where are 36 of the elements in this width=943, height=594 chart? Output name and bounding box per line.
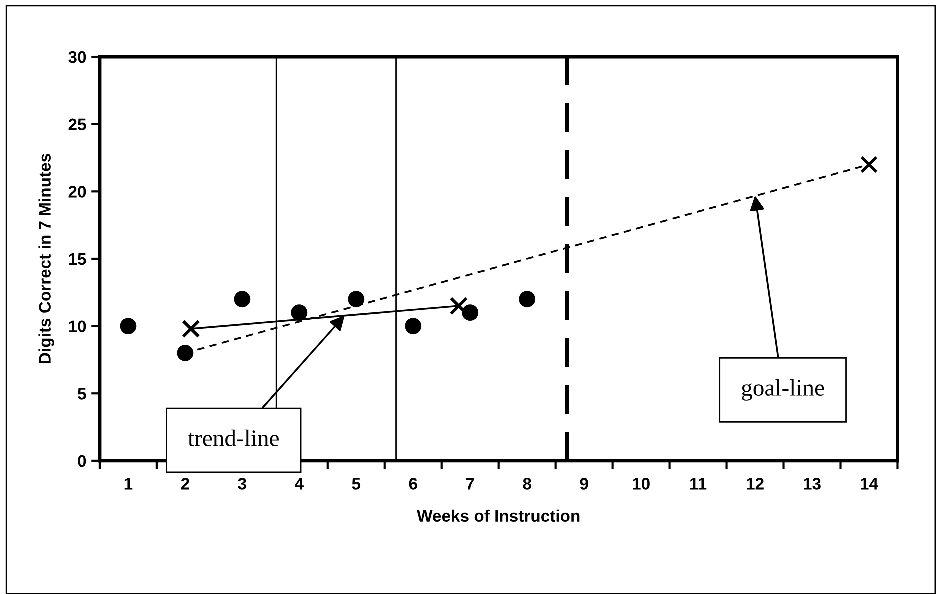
- x-tick-label: 11: [690, 478, 707, 490]
- point: [120, 318, 137, 335]
- x-tick-label: 14: [861, 478, 878, 490]
- y-tick-label: 15: [69, 254, 86, 266]
- point: [405, 318, 422, 335]
- x-tick-label: 10: [633, 478, 650, 490]
- x-tick-label: 3: [238, 478, 246, 490]
- point: [291, 304, 308, 322]
- x-tick-label: 9: [580, 478, 588, 490]
- point: [234, 291, 251, 308]
- point: [860, 156, 878, 174]
- x-tick-label: 6: [409, 478, 418, 490]
- y-tick-label: 10: [69, 320, 86, 333]
- x-tick-label: 2: [181, 478, 190, 490]
- x-tick-label: 4: [295, 478, 304, 490]
- x-tick-label: 8: [523, 478, 532, 490]
- x-tick-label: 1: [124, 478, 133, 490]
- point: [462, 304, 479, 322]
- y-tick-label: 5: [78, 388, 86, 400]
- point: [348, 291, 365, 308]
- point: [182, 320, 200, 338]
- point: [519, 291, 536, 308]
- point: [450, 296, 468, 316]
- y-tick-label: 30: [68, 51, 86, 64]
- annotation: goal-line: [742, 379, 824, 401]
- y-tick-label: 20: [68, 186, 86, 198]
- x-tick-label: 13: [804, 478, 821, 490]
- x-tick-label: 12: [747, 478, 764, 490]
- annotation: trend-line: [188, 430, 279, 446]
- x-axis-title: Weeks of Instruction: [417, 510, 580, 522]
- y-axis-title: Digits Correct in 7 Minutes: [38, 154, 54, 364]
- x-tick-label: 5: [352, 478, 361, 490]
- y-tick-label: 0: [78, 455, 86, 468]
- point: [177, 345, 194, 362]
- x-tick-label: 7: [466, 478, 474, 490]
- y-tick-label: 25: [68, 118, 86, 131]
